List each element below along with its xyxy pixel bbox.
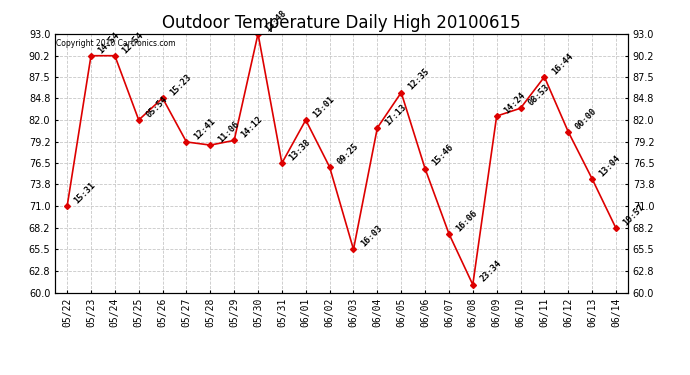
Text: 15:23: 15:23: [168, 72, 193, 97]
Text: 13:48: 13:48: [264, 8, 288, 33]
Text: 23:34: 23:34: [478, 259, 503, 284]
Text: 12:35: 12:35: [407, 67, 432, 92]
Text: 10:57: 10:57: [622, 202, 647, 227]
Text: 16:03: 16:03: [359, 224, 384, 249]
Text: 13:01: 13:01: [311, 94, 336, 119]
Text: Copyright 2010 Cartronics.com: Copyright 2010 Cartronics.com: [57, 39, 176, 48]
Text: 05:54: 05:54: [144, 94, 169, 119]
Text: 12:54: 12:54: [121, 30, 146, 55]
Text: 17:13: 17:13: [383, 102, 408, 127]
Text: 14:54: 14:54: [97, 30, 121, 55]
Text: 14:12: 14:12: [239, 115, 265, 140]
Title: Outdoor Temperature Daily High 20100615: Outdoor Temperature Daily High 20100615: [162, 14, 521, 32]
Text: 13:38: 13:38: [288, 137, 313, 162]
Text: 15:46: 15:46: [431, 143, 455, 168]
Text: 09:25: 09:25: [335, 141, 360, 166]
Text: 08:53: 08:53: [526, 82, 551, 108]
Text: 16:06: 16:06: [455, 208, 480, 233]
Text: 16:44: 16:44: [550, 51, 575, 76]
Text: 15:31: 15:31: [72, 180, 97, 206]
Text: 14:24: 14:24: [502, 90, 527, 115]
Text: 00:00: 00:00: [574, 106, 599, 131]
Text: 11:06: 11:06: [216, 119, 241, 144]
Text: 12:41: 12:41: [192, 116, 217, 141]
Text: 13:04: 13:04: [598, 153, 622, 178]
